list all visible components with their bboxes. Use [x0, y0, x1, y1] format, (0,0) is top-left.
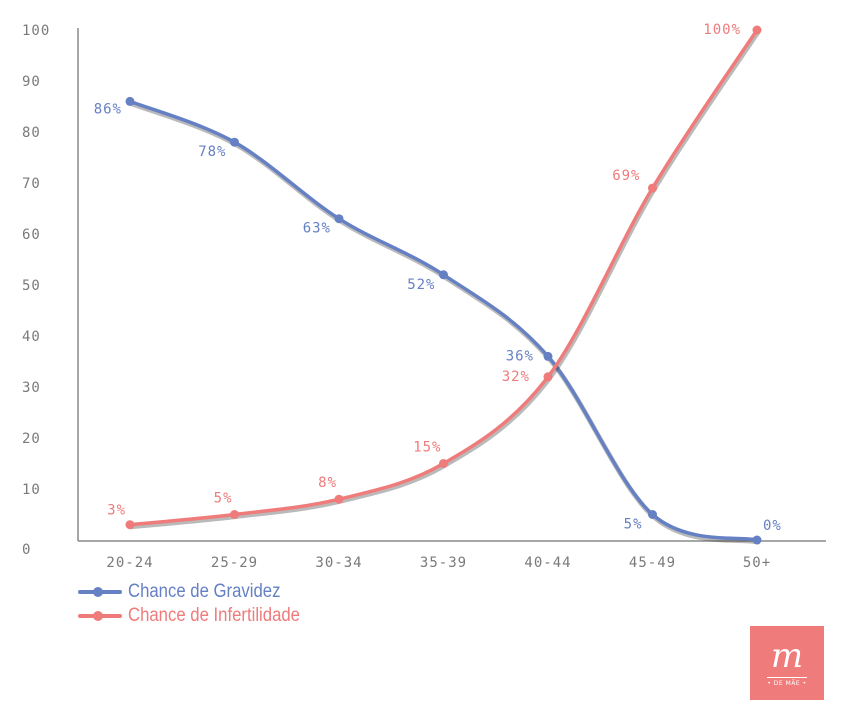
y-tick-label: 70: [22, 176, 41, 192]
data-label: 100%: [703, 22, 741, 38]
data-label: 5%: [624, 517, 643, 533]
data-point: [334, 494, 344, 504]
data-label: 36%: [506, 348, 534, 364]
logo-subtitle: • DE MÃE •: [767, 677, 807, 687]
data-label: 0%: [763, 518, 782, 534]
data-point: [648, 510, 657, 519]
data-label: 32%: [502, 369, 530, 385]
data-label: 78%: [198, 144, 226, 160]
data-point: [439, 270, 448, 280]
y-tick-label: 80: [22, 125, 41, 141]
data-labels: 86% 78% 63% 52% 36% 5% 0% 3% 5% 8% 15% 32% 69% 100%: [94, 22, 782, 534]
axes: [77, 28, 826, 542]
data-point: [125, 520, 135, 530]
y-tick-label: 90: [22, 74, 41, 90]
x-tick-label: 40-44: [524, 555, 571, 571]
logo-mark: m: [770, 636, 804, 676]
x-axis-ticks: 20-24 25-29 30-34 35-39 40-44 45-49 50+: [106, 555, 771, 571]
data-point: [230, 137, 239, 147]
legend: Chance de Gravidez Chance de Infertilida…: [78, 580, 323, 628]
data-label: 3%: [107, 503, 126, 519]
x-tick-label: 35-39: [420, 555, 467, 571]
series-line-shadow: [128, 29, 761, 530]
y-tick-label: 40: [22, 329, 41, 345]
brand-logo: m • DE MÃE •: [750, 626, 824, 700]
data-point: [334, 214, 344, 224]
legend-swatch-gravidez: [78, 587, 122, 597]
x-tick-label: 20-24: [106, 555, 153, 571]
y-axis-ticks: 0 10 20 30 40 50 60 70 80 90 100: [22, 23, 50, 558]
x-tick-label: 30-34: [315, 555, 362, 571]
data-point: [439, 459, 448, 468]
x-tick-label: 50+: [743, 555, 771, 571]
data-label: 69%: [612, 168, 640, 184]
data-label: 52%: [407, 277, 435, 293]
legend-label-gravidez: Chance de Gravidez: [128, 581, 281, 602]
data-point: [752, 25, 762, 35]
y-tick-label: 50: [22, 278, 41, 294]
legend-label-infertilidade: Chance de Infertilidade: [128, 605, 300, 626]
data-label: 5%: [214, 491, 233, 507]
y-tick-label: 20: [22, 431, 41, 447]
x-tick-label: 45-49: [629, 555, 676, 571]
x-tick-label: 25-29: [211, 555, 258, 571]
data-label: 86%: [94, 101, 122, 117]
data-point: [752, 535, 762, 545]
y-tick-label: 60: [22, 227, 41, 243]
series-line-gravidez: [128, 99, 759, 542]
data-label: 15%: [413, 440, 441, 456]
y-tick-label: 30: [22, 380, 41, 396]
y-tick-label: 10: [22, 482, 41, 498]
data-point: [543, 351, 553, 361]
data-point: [543, 372, 553, 382]
data-point: [648, 183, 657, 193]
legend-item-gravidez: Chance de Gravidez: [78, 580, 323, 604]
data-point: [125, 96, 135, 106]
y-tick-label: 0: [22, 542, 31, 558]
data-point: [230, 510, 239, 519]
series-layer: [125, 25, 762, 545]
data-label: 63%: [303, 221, 331, 237]
legend-swatch-infertilidade: [78, 611, 122, 621]
data-label: 8%: [318, 475, 337, 491]
y-tick-label: 100: [22, 23, 50, 39]
legend-item-infertilidade: Chance de Infertilidade: [78, 604, 323, 628]
